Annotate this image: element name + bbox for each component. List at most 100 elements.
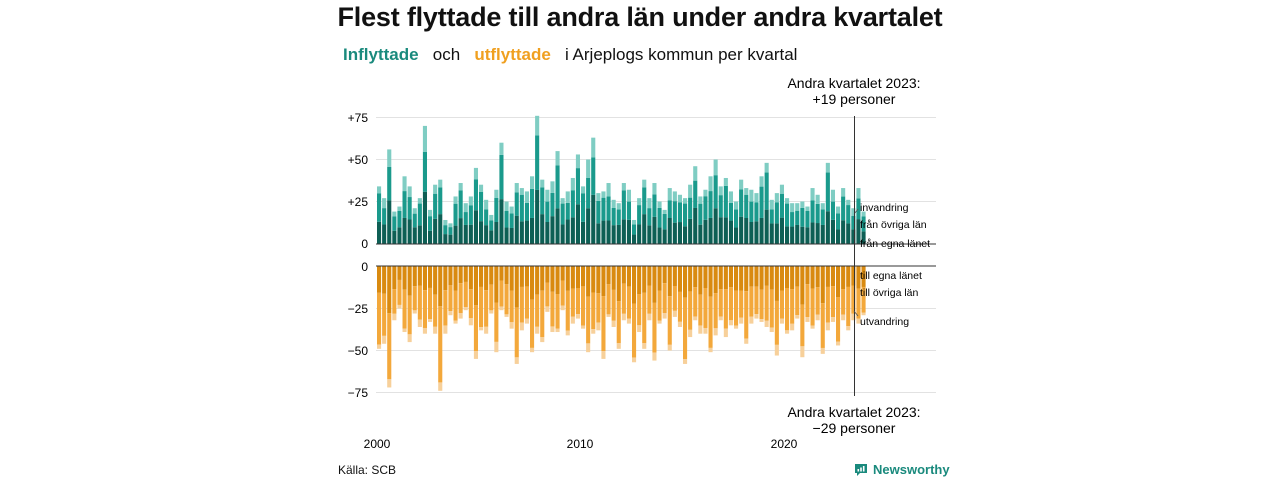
bar-utflyttade-egna <box>632 266 637 304</box>
bar-utflyttade-ovriga <box>739 290 744 318</box>
bar-utflyttade-egna <box>448 266 453 286</box>
bar-utflyttade-egna <box>626 266 631 287</box>
series-label-invandring: invandring <box>860 202 909 214</box>
bar-utflyttade-egna <box>718 266 723 290</box>
bar-inflyttade-ovriga <box>514 192 519 216</box>
bar-utflyttade-ovriga <box>728 287 733 321</box>
bar-inflyttade-ovriga <box>683 203 688 227</box>
bar-inflyttade-ovriga <box>402 191 407 218</box>
bar-utflyttade-utvandring <box>718 316 723 321</box>
bar-utflyttade-ovriga <box>713 293 718 329</box>
bar-inflyttade-egna <box>642 214 647 244</box>
bar-utflyttade-utvandring <box>688 329 693 338</box>
bar-utflyttade-utvandring <box>606 314 611 317</box>
bar-inflyttade-ovriga <box>667 200 672 218</box>
bar-utflyttade-ovriga <box>759 289 764 320</box>
bar-utflyttade-utvandring <box>560 305 565 311</box>
bar-inflyttade-invandring <box>749 189 754 202</box>
bar-utflyttade-utvandring <box>744 338 749 344</box>
bar-inflyttade-egna <box>382 224 387 244</box>
bar-utflyttade-egna <box>494 266 499 303</box>
bar-inflyttade-invandring <box>387 149 392 167</box>
bar-utflyttade-ovriga <box>779 290 784 319</box>
bar-inflyttade-ovriga <box>443 225 448 235</box>
bar-utflyttade-ovriga <box>667 296 672 345</box>
bar-inflyttade-invandring <box>545 189 550 202</box>
bar-utflyttade-utvandring <box>841 314 846 321</box>
bar-inflyttade-egna <box>616 224 621 244</box>
bar-inflyttade-egna <box>453 225 458 244</box>
series-label-till-egna-lanet: till egna länet <box>860 270 922 282</box>
bar-inflyttade-ovriga <box>433 193 438 219</box>
bar-utflyttade-egna <box>402 266 407 290</box>
bar-utflyttade-utvandring <box>830 317 835 322</box>
bar-inflyttade-invandring <box>473 167 478 180</box>
bar-inflyttade-egna <box>698 224 703 244</box>
bar-utflyttade-egna <box>616 266 621 302</box>
bar-inflyttade-invandring <box>479 184 484 192</box>
bar-inflyttade-egna <box>514 215 519 244</box>
bar-utflyttade-ovriga <box>616 301 621 344</box>
bar-utflyttade-utvandring <box>785 330 790 334</box>
bar-utflyttade-utvandring <box>596 322 601 331</box>
bar-inflyttade-ovriga <box>795 210 800 225</box>
bar-inflyttade-invandring <box>667 188 672 201</box>
bar-utflyttade-egna <box>856 266 861 289</box>
bar-inflyttade-ovriga <box>382 208 387 225</box>
bar-inflyttade-egna <box>484 225 489 244</box>
bar-utflyttade-egna <box>606 266 611 285</box>
bar-inflyttade-ovriga <box>484 209 489 226</box>
bar-inflyttade-ovriga <box>463 212 468 225</box>
bar-utflyttade-ovriga <box>601 296 606 352</box>
bar-inflyttade-egna <box>377 221 382 244</box>
bar-inflyttade-egna <box>795 224 800 244</box>
bar-inflyttade-ovriga <box>734 209 739 228</box>
bar-inflyttade-egna <box>473 210 478 244</box>
bar-utflyttade-utvandring <box>728 320 733 326</box>
bar-utflyttade-ovriga <box>637 294 642 326</box>
bar-inflyttade-invandring <box>795 203 800 211</box>
bar-inflyttade-ovriga <box>417 203 422 226</box>
bar-utflyttade-utvandring <box>586 343 591 353</box>
bar-utflyttade-egna <box>575 266 580 289</box>
bar-inflyttade-ovriga <box>601 197 606 221</box>
bar-inflyttade-egna <box>739 216 744 244</box>
bar-inflyttade-invandring <box>626 189 631 202</box>
bar-utflyttade-ovriga <box>744 291 749 339</box>
bar-inflyttade-invandring <box>484 199 489 210</box>
bar-inflyttade-egna <box>545 222 550 244</box>
bar-utflyttade-ovriga <box>836 297 841 342</box>
bar-inflyttade-ovriga <box>407 197 412 220</box>
bar-utflyttade-egna <box>392 266 397 290</box>
annotations: Andra kvartalet 2023: +19 personer Andra… <box>787 75 930 436</box>
bar-utflyttade-ovriga <box>856 288 861 319</box>
bar-utflyttade-utvandring <box>407 334 412 343</box>
brand-logo[interactable]: Newsworthy <box>854 462 950 477</box>
bar-inflyttade-invandring <box>713 159 718 176</box>
bar-inflyttade-egna <box>790 226 795 244</box>
bar-utflyttade-egna <box>377 266 382 293</box>
bar-utflyttade-ovriga <box>683 297 688 360</box>
bar-inflyttade-egna <box>463 224 468 244</box>
bar-utflyttade-egna <box>703 266 708 288</box>
bar-utflyttade-ovriga <box>677 291 682 322</box>
brand-name: Newsworthy <box>873 462 950 477</box>
bar-inflyttade-invandring <box>453 196 458 204</box>
bar-utflyttade-ovriga <box>499 280 504 307</box>
bar-inflyttade-invandring <box>734 201 739 210</box>
bar-inflyttade-ovriga <box>825 172 830 212</box>
bar-inflyttade-invandring <box>616 203 621 210</box>
newsworthy-icon <box>855 463 867 476</box>
bar-utflyttade-utvandring <box>815 314 820 321</box>
bar-inflyttade-invandring <box>815 194 820 204</box>
bar-inflyttade-invandring <box>642 179 647 188</box>
bar-utflyttade-egna <box>820 266 825 304</box>
bar-utflyttade-utvandring <box>846 326 851 331</box>
bar-inflyttade-egna <box>596 223 601 244</box>
source-note: Källa: SCB <box>338 463 397 477</box>
bar-utflyttade-ovriga <box>830 286 835 318</box>
bar-utflyttade-ovriga <box>448 285 453 312</box>
bar-inflyttade-ovriga <box>570 190 575 218</box>
bar-utflyttade-egna <box>545 266 550 283</box>
bar-inflyttade-invandring <box>698 196 703 204</box>
